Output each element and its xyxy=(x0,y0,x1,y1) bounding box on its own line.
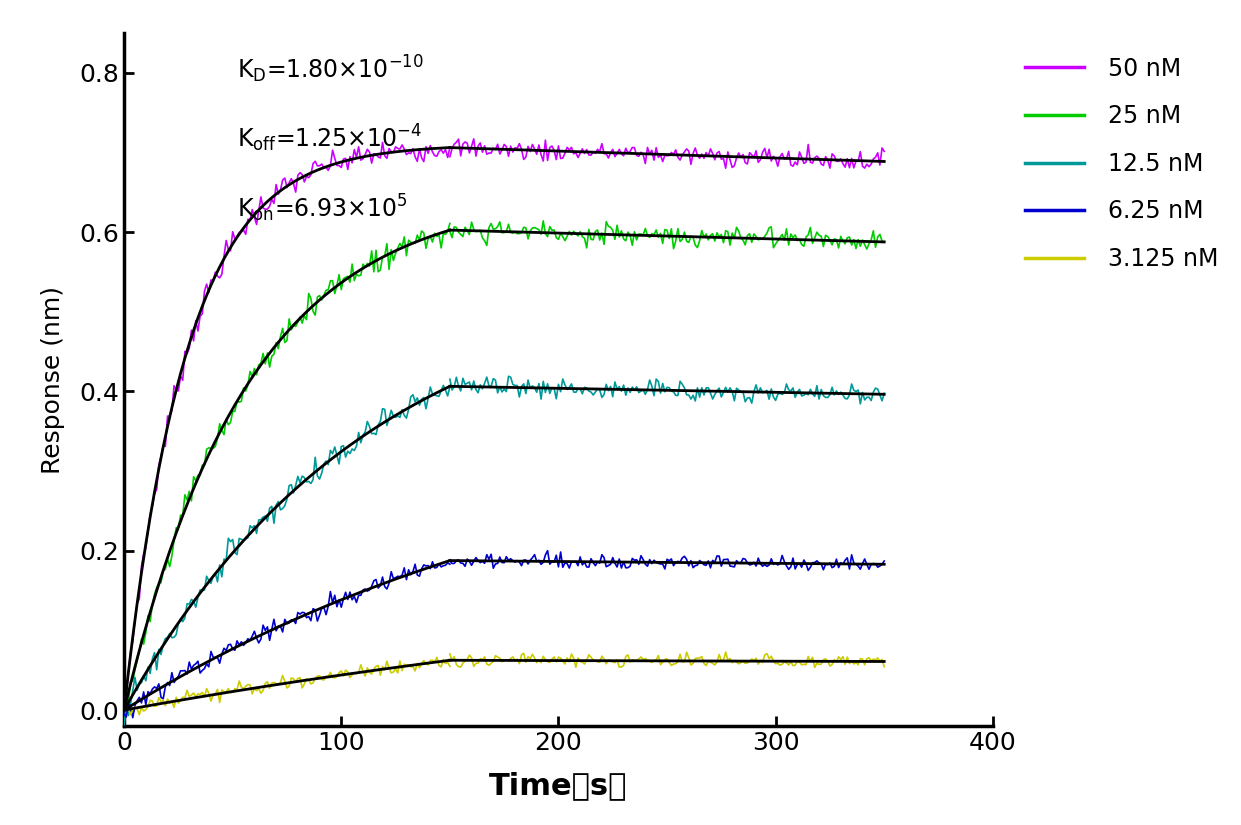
Text: K$_{\rm D}$=1.80×10$^{-10}$: K$_{\rm D}$=1.80×10$^{-10}$ xyxy=(237,54,424,85)
Legend: 50 nM, 25 nM, 12.5 nM, 6.25 nM, 3.125 nM: 50 nM, 25 nM, 12.5 nM, 6.25 nM, 3.125 nM xyxy=(1014,45,1230,283)
Text: K$_{\rm on}$=6.93×10$^5$: K$_{\rm on}$=6.93×10$^5$ xyxy=(237,192,407,224)
Y-axis label: Response (nm): Response (nm) xyxy=(41,285,66,474)
X-axis label: Time（s）: Time（s） xyxy=(489,771,628,800)
Text: K$_{\rm off}$=1.25×10$^{-4}$: K$_{\rm off}$=1.25×10$^{-4}$ xyxy=(237,123,422,154)
